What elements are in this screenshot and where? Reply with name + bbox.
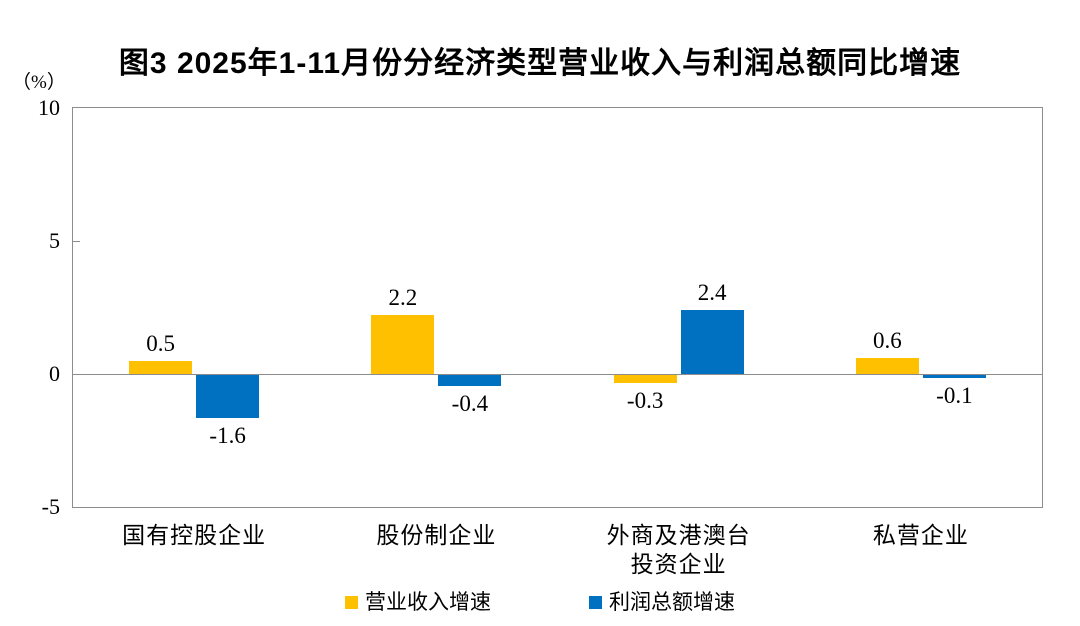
bar-profit (438, 375, 502, 386)
zero-gridline (73, 374, 1042, 375)
bar-profit (922, 375, 986, 378)
x-category-label: 外商及港澳台 投资企业 (606, 523, 751, 577)
bar-revenue (129, 360, 193, 374)
bar-value-label: -1.6 (209, 422, 246, 448)
x-category-label: 股份制企业 (376, 523, 497, 548)
y-axis-unit-label: （%） (12, 72, 66, 93)
bar-value-label: 0.6 (873, 328, 902, 354)
y-tick-label: 10 (38, 95, 60, 120)
plot-area: 10 5 0 -5 0.5 -1.6 国有控股企业 2.2 -0.4 股份制企业 -0.3 2.4 外商… (38, 95, 1043, 577)
bar-value-label: 0.5 (146, 330, 175, 356)
y-tick-label: 0 (49, 361, 60, 386)
legend-item: 利润总额增速 (589, 589, 735, 615)
legend-label: 营业收入增速 (365, 590, 491, 614)
legend-swatch (589, 595, 602, 609)
y-tick-mark (73, 241, 80, 242)
legend-label: 利润总额增速 (609, 590, 735, 614)
y-tick-label: -5 (41, 494, 60, 519)
bar-profit (680, 310, 744, 374)
bar-value-label: -0.1 (936, 382, 973, 408)
bar-value-label: 2.4 (697, 280, 727, 306)
chart-title: 图3 2025年1-11月份分经济类型营业收入与利润总额同比增速 (118, 47, 962, 80)
bar-revenue (855, 358, 919, 374)
bar-profit (196, 375, 260, 418)
legend: 营业收入增速 利润总额增速 (0, 589, 1080, 615)
legend-item: 营业收入增速 (345, 589, 491, 615)
legend-swatch (345, 595, 358, 609)
bar-revenue (613, 375, 677, 383)
bar-revenue (371, 315, 435, 374)
bar-value-label: -0.4 (451, 390, 489, 416)
y-tick-label: 5 (49, 228, 60, 253)
bar-value-label: -0.3 (626, 387, 664, 413)
bar-value-label: 2.2 (388, 285, 418, 311)
x-category-label: 私营企业 (872, 523, 969, 548)
x-category-label: 国有控股企业 (122, 523, 267, 548)
